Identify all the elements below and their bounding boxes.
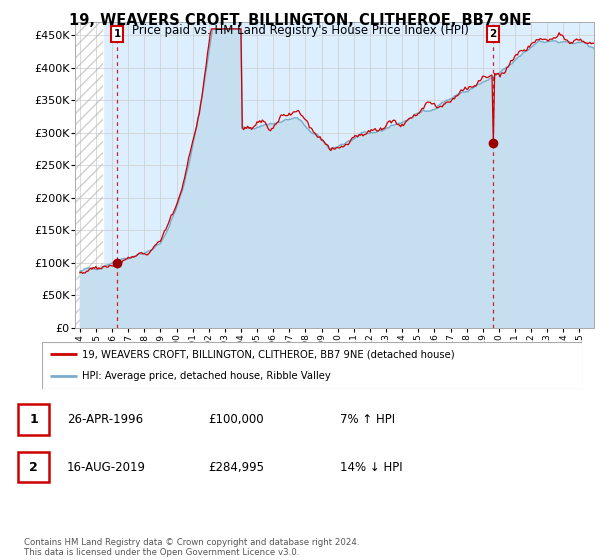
Text: Price paid vs. HM Land Registry's House Price Index (HPI): Price paid vs. HM Land Registry's House … <box>131 24 469 37</box>
Bar <box>18 404 49 435</box>
Text: Contains HM Land Registry data © Crown copyright and database right 2024.
This d: Contains HM Land Registry data © Crown c… <box>24 538 359 557</box>
Text: 7% ↑ HPI: 7% ↑ HPI <box>340 413 395 426</box>
Text: 19, WEAVERS CROFT, BILLINGTON, CLITHEROE, BB7 9NE (detached house): 19, WEAVERS CROFT, BILLINGTON, CLITHEROE… <box>83 349 455 360</box>
Text: 16-AUG-2019: 16-AUG-2019 <box>67 460 146 474</box>
Bar <box>72 22 103 328</box>
Text: £284,995: £284,995 <box>208 460 264 474</box>
Text: 1: 1 <box>29 413 38 426</box>
Text: 2: 2 <box>489 29 496 39</box>
Text: 2: 2 <box>29 460 38 474</box>
Bar <box>18 452 49 482</box>
Text: 1: 1 <box>113 29 121 39</box>
Bar <box>72 22 103 328</box>
Text: HPI: Average price, detached house, Ribble Valley: HPI: Average price, detached house, Ribb… <box>83 371 331 381</box>
Text: £100,000: £100,000 <box>208 413 263 426</box>
Text: 19, WEAVERS CROFT, BILLINGTON, CLITHEROE, BB7 9NE: 19, WEAVERS CROFT, BILLINGTON, CLITHEROE… <box>69 13 531 28</box>
Text: 14% ↓ HPI: 14% ↓ HPI <box>340 460 403 474</box>
Text: 26-APR-1996: 26-APR-1996 <box>67 413 143 426</box>
